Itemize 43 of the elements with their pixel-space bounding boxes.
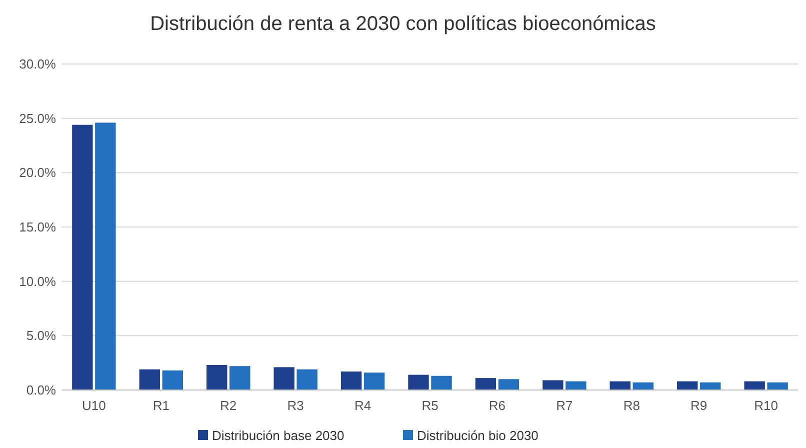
x-tick-label: R2 <box>220 398 237 413</box>
bar <box>498 379 520 390</box>
x-tick-label: R10 <box>754 398 778 413</box>
bar <box>230 366 250 390</box>
x-tick-label: U10 <box>82 398 106 413</box>
y-tick-label: 10.0% <box>19 274 56 289</box>
x-tick-label: R5 <box>422 398 438 413</box>
x-tick-label: R1 <box>152 398 170 413</box>
chart-title: Distribución de renta a 2030 con políticas bioeconómicas <box>150 13 656 35</box>
x-tick-label: R4 <box>354 398 372 413</box>
bar <box>566 381 586 390</box>
bar <box>274 367 294 390</box>
bar <box>700 382 721 390</box>
x-tick-label: R3 <box>287 398 304 413</box>
bar <box>296 369 318 390</box>
bar <box>408 374 429 390</box>
x-tick-label: R6 <box>488 398 506 413</box>
x-tick-label: R9 <box>690 398 708 413</box>
bar <box>340 372 362 390</box>
legend-label: Distribución bio 2030 <box>417 428 538 443</box>
bar <box>610 381 630 390</box>
y-tick-label: 25.0% <box>19 110 56 126</box>
legend-label: Distribución base 2030 <box>212 428 344 443</box>
bar <box>162 370 183 390</box>
bar <box>95 122 116 390</box>
bar <box>744 381 765 390</box>
bar <box>677 381 698 390</box>
y-tick-label: 30.0% <box>19 56 56 72</box>
bar <box>431 376 452 390</box>
bar <box>139 369 160 390</box>
x-tick-label: R8 <box>623 398 640 413</box>
bar <box>206 365 228 390</box>
y-tick-label: 20.0% <box>19 165 56 180</box>
y-tick-label: 15.0% <box>19 220 56 235</box>
y-tick-label: 0.0% <box>26 382 56 398</box>
bar <box>542 380 564 390</box>
bar <box>364 372 385 390</box>
x-tick-label: R7 <box>556 398 573 413</box>
bar <box>767 382 788 390</box>
bar <box>475 378 496 390</box>
bar <box>632 382 654 390</box>
bar <box>72 124 93 390</box>
y-tick-label: 5.0% <box>26 328 56 344</box>
